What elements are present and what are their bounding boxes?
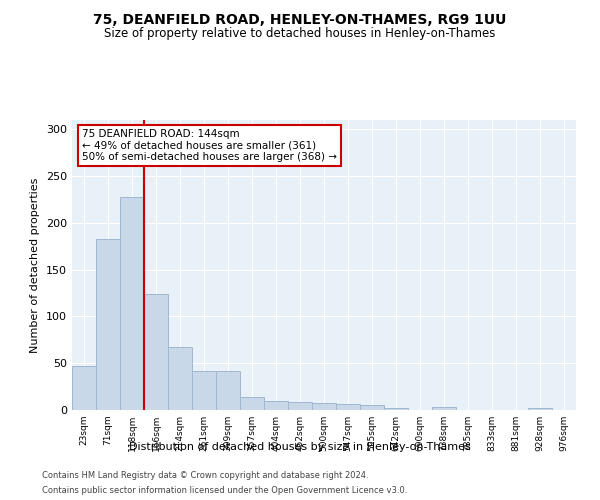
Bar — [528, 408, 552, 410]
Bar — [192, 370, 216, 410]
Text: Distribution of detached houses by size in Henley-on-Thames: Distribution of detached houses by size … — [129, 442, 471, 452]
Text: 75 DEANFIELD ROAD: 144sqm
← 49% of detached houses are smaller (361)
50% of semi: 75 DEANFIELD ROAD: 144sqm ← 49% of detac… — [82, 128, 337, 162]
Bar — [336, 404, 360, 410]
Bar — [360, 406, 384, 410]
Y-axis label: Number of detached properties: Number of detached properties — [31, 178, 40, 352]
Bar — [384, 408, 408, 410]
Bar — [168, 348, 192, 410]
Bar — [144, 294, 168, 410]
Bar — [120, 196, 144, 410]
Text: 75, DEANFIELD ROAD, HENLEY-ON-THAMES, RG9 1UU: 75, DEANFIELD ROAD, HENLEY-ON-THAMES, RG… — [94, 12, 506, 26]
Text: Contains public sector information licensed under the Open Government Licence v3: Contains public sector information licen… — [42, 486, 407, 495]
Bar — [72, 366, 96, 410]
Bar — [264, 400, 288, 410]
Text: Size of property relative to detached houses in Henley-on-Thames: Size of property relative to detached ho… — [104, 28, 496, 40]
Bar — [96, 239, 120, 410]
Bar — [288, 402, 312, 410]
Bar — [432, 407, 456, 410]
Bar — [312, 402, 336, 410]
Text: Contains HM Land Registry data © Crown copyright and database right 2024.: Contains HM Land Registry data © Crown c… — [42, 471, 368, 480]
Bar — [216, 370, 240, 410]
Bar — [240, 397, 264, 410]
